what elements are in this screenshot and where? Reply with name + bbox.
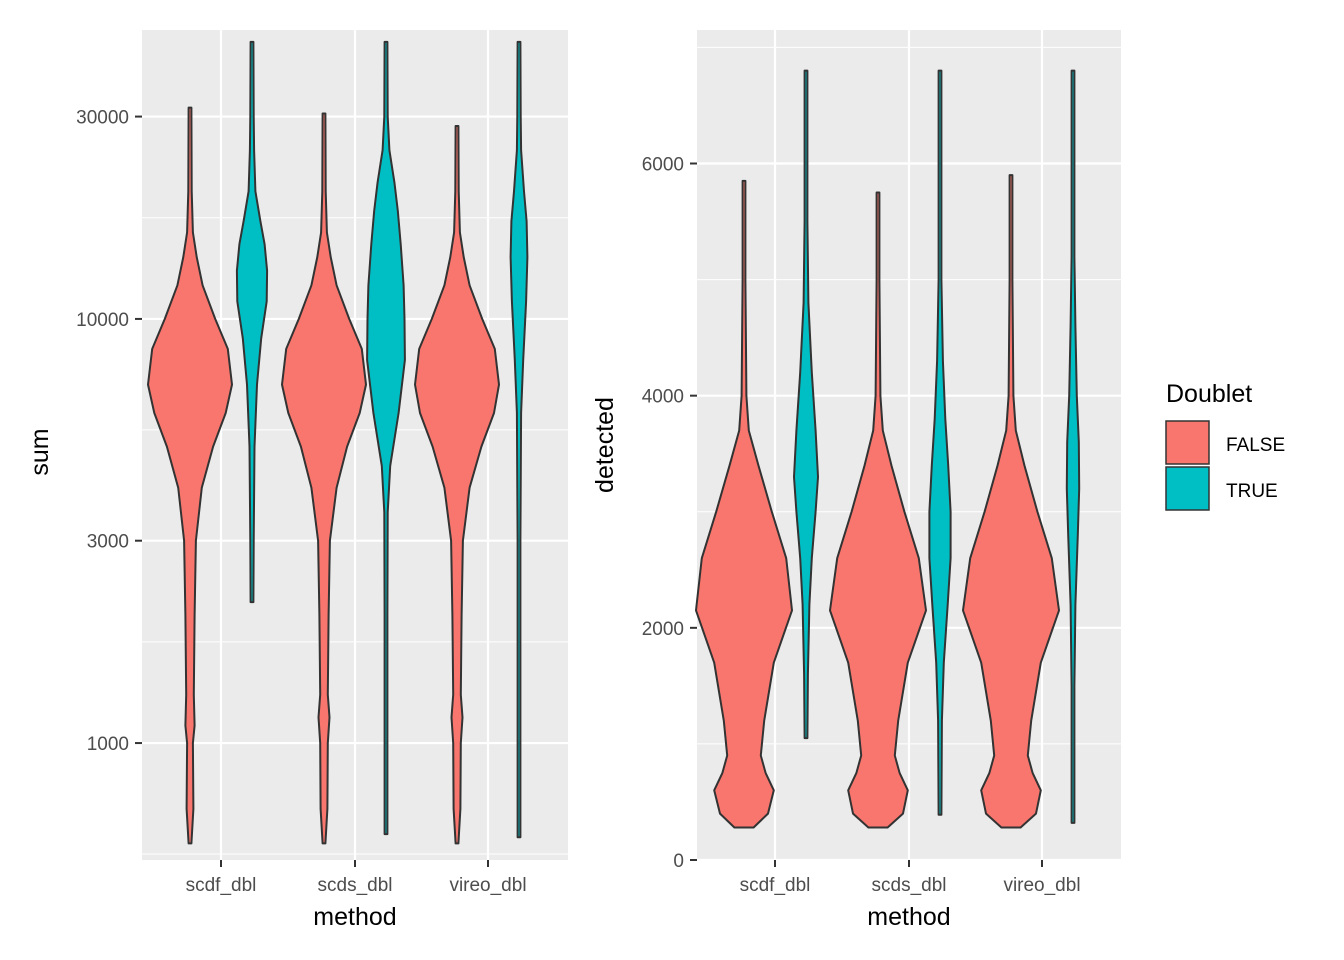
- legend-label-true: TRUE: [1226, 481, 1278, 502]
- violin-scds-dbl-false: [281, 112, 367, 845]
- right-violins: [695, 69, 1081, 829]
- left-x-axis-title: method: [313, 903, 396, 931]
- left-plot-panel: 1000 3000 10000 30000 scdf_dbl scds_dbl vireo_…: [26, 30, 568, 931]
- violin-vireo-dbl-true: [1065, 69, 1081, 824]
- x-tick-label-vireo-dbl: vireo_dbl: [1003, 875, 1080, 896]
- right-plot-panel: 0 2000 4000 6000 scdf_dbl scds_dbl vireo_dbl m…: [591, 30, 1121, 931]
- y-tick-label: 2000: [642, 619, 684, 640]
- legend-key-true: [1165, 466, 1210, 511]
- y-tick-label: 1000: [87, 734, 129, 755]
- legend-key-false: [1165, 420, 1210, 465]
- x-tick-label-scdf-dbl: scdf_dbl: [740, 875, 811, 896]
- violin-scds-dbl-false: [829, 191, 927, 829]
- violin-vireo-dbl-false: [414, 125, 500, 845]
- right-axes: 0 2000 4000 6000 scdf_dbl scds_dbl vireo_dbl: [642, 154, 1081, 896]
- x-tick-label-scds-dbl: scds_dbl: [872, 875, 947, 896]
- x-tick-label-scds-dbl: scds_dbl: [318, 875, 393, 896]
- y-tick-label: 6000: [642, 154, 684, 175]
- violin-vireo-dbl-true: [509, 40, 529, 839]
- legend-title: Doublet: [1166, 380, 1252, 408]
- y-tick-label: 4000: [642, 387, 684, 408]
- right-y-axis-title: detected: [591, 397, 619, 493]
- left-y-axis-title: sum: [26, 428, 54, 475]
- x-tick-label-scdf-dbl: scdf_dbl: [186, 875, 257, 896]
- left-axes: 1000 3000 10000 30000 scdf_dbl scds_dbl vireo_…: [76, 108, 526, 896]
- legend: Doublet FALSE TRUE: [1165, 380, 1285, 511]
- violin-scds-dbl-true: [928, 69, 952, 816]
- y-tick-label: 10000: [76, 310, 129, 331]
- right-x-axis-title: method: [867, 903, 950, 931]
- y-tick-label: 30000: [76, 108, 129, 129]
- violin-scdf-dbl-false: [695, 179, 793, 829]
- violin-scdf-dbl-true: [235, 40, 269, 604]
- violin-scds-dbl-true: [366, 40, 406, 836]
- legend-label-false: FALSE: [1226, 435, 1285, 456]
- y-tick-label: 0: [673, 851, 684, 872]
- violin-scdf-dbl-false: [147, 106, 233, 845]
- y-tick-label: 3000: [87, 532, 129, 553]
- x-tick-label-vireo-dbl: vireo_dbl: [449, 875, 526, 896]
- violin-vireo-dbl-false: [962, 174, 1060, 829]
- violin-scdf-dbl-true: [793, 69, 819, 740]
- left-violins: [147, 40, 529, 845]
